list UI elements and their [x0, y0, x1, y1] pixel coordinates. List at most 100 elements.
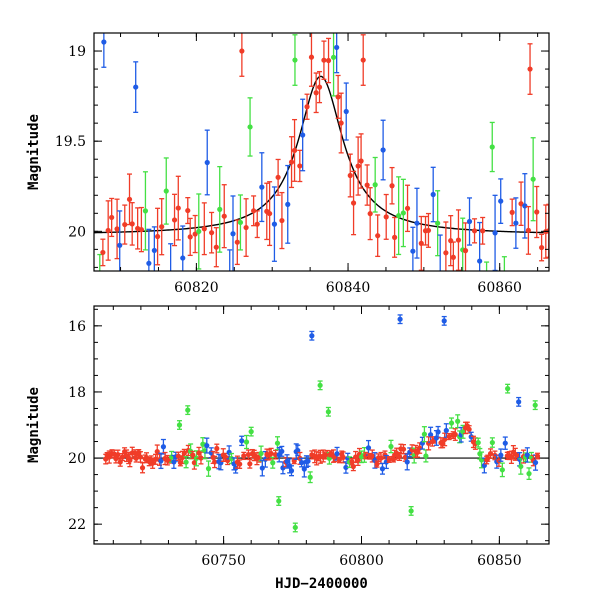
data-point-blue [343, 82, 349, 141]
data-point-red [291, 118, 298, 182]
data-point-red [328, 450, 334, 458]
data-point-red [425, 212, 432, 248]
y-tick-label: 18 [68, 385, 86, 401]
data-point-green [307, 471, 313, 484]
data-point-blue [410, 226, 416, 271]
data-point-red [100, 238, 106, 267]
data-point-blue [502, 436, 508, 450]
data-point-blue [404, 453, 410, 471]
data-point-red [175, 175, 181, 241]
y-tick-label: 20 [68, 451, 86, 467]
data-point-blue [498, 448, 504, 462]
data-point-red [175, 451, 182, 461]
data-point-red [336, 456, 342, 464]
data-point-red [272, 449, 279, 460]
data-point-green [330, 33, 337, 97]
data-point-blue [168, 243, 174, 271]
data-point-blue [466, 197, 473, 246]
data-point-red [539, 233, 545, 262]
full-panel: 60750 60800 60850 16 18 20 22 Magnitude HJD−2400… [26, 305, 550, 592]
data-point-blue [522, 173, 528, 239]
data-point-red [487, 448, 494, 459]
x-tick-label: 60840 [326, 280, 371, 296]
data-point-blue [397, 314, 403, 325]
data-point-red [154, 207, 161, 266]
data-point-green [388, 439, 394, 454]
data-point-red [455, 209, 462, 271]
data-point-red [254, 210, 260, 239]
data-point-red [509, 198, 515, 227]
data-point-blue [259, 152, 265, 223]
x-tick-label: 60850 [477, 553, 522, 569]
data-point-red [383, 193, 389, 240]
data-point-blue [259, 459, 265, 477]
data-point-red [201, 202, 207, 256]
data-point-red [212, 455, 218, 469]
data-point-green [489, 437, 495, 448]
data-point-red [279, 191, 285, 250]
data-point-blue [160, 438, 167, 455]
data-point-red [309, 450, 315, 460]
data-point-red [241, 451, 247, 461]
data-point-red [443, 221, 449, 271]
data-point-green [400, 178, 406, 248]
data-point-blue [414, 187, 420, 259]
data-point-red [355, 136, 361, 196]
data-point-red [367, 187, 373, 241]
data-point-blue [379, 462, 386, 475]
data-point-red [171, 193, 178, 247]
data-point-red [234, 219, 240, 266]
data-point-blue [146, 228, 152, 271]
data-point-red [267, 181, 273, 247]
x-tick-label: 60800 [339, 553, 384, 569]
data-point-blue [230, 195, 236, 271]
data-point-red [321, 40, 327, 80]
data-point-red [213, 227, 219, 268]
data-point-green [505, 383, 511, 394]
y-axis-label: Magnitude [26, 114, 42, 190]
data-point-red [247, 458, 253, 469]
data-point-red [239, 33, 245, 77]
data-point-red [442, 432, 448, 447]
plot-area [92, 33, 549, 325]
data-point-green [176, 420, 183, 430]
data-point-red [122, 204, 128, 245]
data-point-red [143, 452, 150, 464]
x-tick-label: 60860 [477, 280, 522, 296]
data-point-green [530, 137, 536, 222]
data-point-blue [435, 425, 441, 438]
data-point-red [209, 211, 215, 254]
data-point-blue [516, 396, 522, 407]
data-point-red [109, 197, 115, 238]
data-point-red [525, 205, 531, 255]
data-point-green [526, 467, 532, 481]
data-point-blue [430, 166, 436, 223]
data-point-red [159, 198, 165, 256]
data-point-red [471, 218, 478, 244]
x-axis-label: HJD−2400000 [275, 576, 368, 592]
data-point-green [317, 380, 323, 391]
data-point-green [163, 157, 169, 225]
data-point-red [452, 428, 458, 441]
data-point-green [396, 176, 402, 256]
data-point-green [408, 505, 414, 516]
data-point-green [325, 406, 331, 417]
data-point-blue [227, 249, 233, 271]
data-point-red [360, 34, 366, 86]
data-point-blue [92, 274, 97, 325]
zoom-panel: 60820 60840 60860 19 19.5 20 Magnitude [26, 32, 550, 325]
data-point-red [133, 453, 139, 463]
data-point-blue [441, 315, 447, 326]
data-point-blue [279, 445, 285, 457]
data-point-green [97, 253, 103, 271]
data-point-green [237, 194, 244, 251]
data-point-blue [180, 225, 186, 271]
data-point-blue [239, 435, 245, 447]
data-point-red [369, 449, 375, 463]
x-tick-label: 60820 [174, 280, 219, 296]
data-point-green [217, 165, 223, 253]
data-point-red [347, 153, 353, 198]
data-point-green [248, 426, 254, 437]
data-point-red [534, 452, 541, 460]
